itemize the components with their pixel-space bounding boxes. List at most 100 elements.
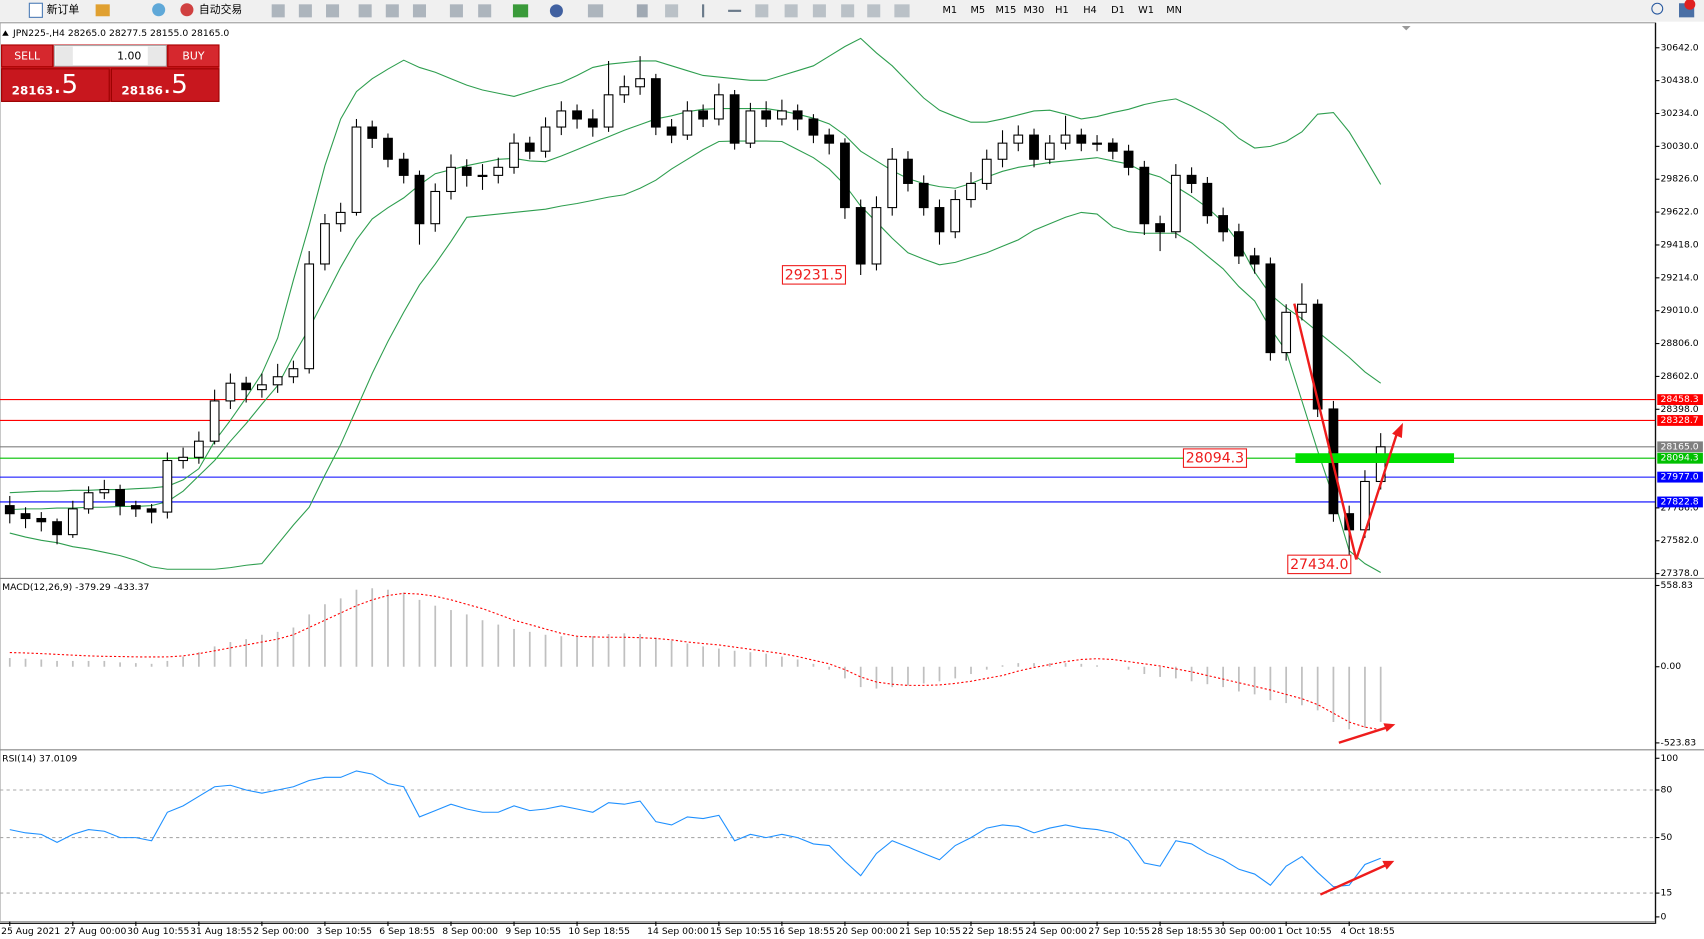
- icon[interactable]: [512, 4, 529, 18]
- lot-field[interactable]: [53, 44, 167, 67]
- y-tick-label: 28602.0: [1661, 371, 1699, 382]
- new-order[interactable]: 新订单: [47, 2, 80, 16]
- y-tick-label: 558.83: [1661, 580, 1693, 591]
- icon[interactable]: [841, 4, 855, 18]
- x-tick-label: 16 Sep 18:55: [773, 926, 835, 937]
- candle-body: [1186, 174, 1197, 184]
- icon[interactable]: [385, 4, 399, 18]
- buy-price-box[interactable]: [110, 68, 220, 102]
- icon[interactable]: [812, 4, 826, 18]
- candle-body: [430, 190, 441, 225]
- candle-body: [1029, 134, 1039, 160]
- y-tick-label: 15: [1661, 888, 1673, 899]
- buy-button[interactable]: [167, 44, 220, 68]
- y-tick-label: 27378.0: [1661, 568, 1699, 579]
- icon[interactable]: [271, 4, 285, 18]
- icon[interactable]: [449, 4, 463, 18]
- timeframe[interactable]: D1: [1111, 5, 1125, 16]
- timeframe[interactable]: M30: [1023, 5, 1044, 16]
- icon[interactable]: [784, 4, 798, 18]
- candle-body: [1312, 303, 1323, 410]
- sell-price-fraction[interactable]: .5: [53, 70, 78, 100]
- annotation: 28094.3: [1186, 451, 1244, 467]
- icon[interactable]: [326, 4, 340, 18]
- new-order-icon[interactable]: [28, 2, 43, 18]
- timeframe[interactable]: M5: [971, 5, 986, 16]
- x-tick-label: 2 Sep 00:00: [253, 926, 309, 937]
- sell-price[interactable]: 28163: [12, 84, 54, 98]
- timeframe[interactable]: M15: [995, 5, 1016, 16]
- candle-body: [193, 440, 204, 458]
- candle-body: [461, 166, 472, 176]
- icon[interactable]: [358, 4, 372, 18]
- icon[interactable]: [95, 4, 110, 17]
- buy-label[interactable]: BUY: [182, 49, 204, 62]
- icon[interactable]: [728, 9, 742, 12]
- candle-body: [540, 126, 551, 152]
- search-icon[interactable]: [1651, 2, 1664, 15]
- icon[interactable]: [894, 4, 910, 18]
- candle-body: [1123, 150, 1134, 168]
- candle-body: [903, 158, 913, 184]
- auto-trading-icon[interactable]: [180, 3, 194, 17]
- sell-label[interactable]: SELL: [14, 49, 40, 62]
- y-tick-label: 29214.0: [1661, 272, 1699, 283]
- timeframe[interactable]: H4: [1083, 5, 1097, 16]
- candle-body: [20, 513, 31, 520]
- icon[interactable]: [702, 4, 705, 18]
- icon[interactable]: [478, 4, 492, 18]
- candle-body: [887, 158, 898, 209]
- y-tick-label: 0: [1661, 911, 1667, 922]
- icon[interactable]: [549, 4, 563, 18]
- icon[interactable]: [755, 4, 769, 18]
- candle-body: [871, 207, 882, 265]
- icon[interactable]: [867, 4, 881, 18]
- candle-body: [1139, 166, 1150, 225]
- candle-body: [288, 368, 299, 378]
- icon[interactable]: [412, 4, 426, 18]
- buy-price-fraction[interactable]: .5: [163, 70, 188, 100]
- timeframe[interactable]: W1: [1138, 5, 1154, 16]
- auto-trading[interactable]: 自动交易: [199, 2, 242, 16]
- candle-body: [367, 126, 378, 139]
- y-tick-label: 27786.0: [1661, 502, 1699, 513]
- candle-body: [745, 110, 756, 144]
- lot-up[interactable]: [147, 46, 166, 66]
- y-tick-label: 80: [1661, 784, 1673, 795]
- candle-body: [304, 263, 315, 370]
- candle-body: [1233, 231, 1244, 257]
- icon[interactable]: [298, 4, 312, 18]
- level-box: [1657, 496, 1703, 508]
- timeframe[interactable]: MN: [1166, 5, 1182, 16]
- timeframe[interactable]: H1: [1055, 5, 1069, 16]
- level-label: 28458.3: [1661, 394, 1699, 405]
- icon[interactable]: [587, 4, 604, 18]
- y-tick-label: 29010.0: [1661, 305, 1699, 316]
- timeframe[interactable]: M1: [942, 5, 957, 16]
- y-tick-label: -523.83: [1661, 737, 1697, 748]
- candle-body: [713, 94, 724, 120]
- candle-body: [1297, 303, 1307, 313]
- y-tick-label: 29622.0: [1661, 207, 1699, 218]
- candle-body: [1044, 142, 1055, 160]
- candle-body: [1281, 311, 1292, 354]
- lot-down[interactable]: [55, 46, 73, 66]
- candle-body: [83, 492, 94, 510]
- icon[interactable]: [152, 3, 166, 17]
- icon[interactable]: [665, 4, 679, 18]
- candle-body: [4, 505, 15, 515]
- lot-value[interactable]: 1.00: [117, 49, 141, 62]
- x-tick-label: 3 Sep 10:55: [316, 926, 372, 937]
- x-tick-label: 14 Sep 00:00: [647, 926, 709, 937]
- icon[interactable]: [636, 4, 648, 18]
- y-tick-label: 100: [1661, 753, 1679, 764]
- x-tick-label: 21 Sep 10:55: [899, 926, 961, 937]
- sell-price-box[interactable]: [1, 68, 110, 102]
- sell-button[interactable]: [1, 44, 54, 68]
- candle-body: [650, 78, 661, 128]
- level-label: 28328.7: [1661, 415, 1699, 426]
- candle-body: [981, 158, 992, 184]
- candle-body: [761, 110, 772, 120]
- buy-price[interactable]: 28186: [121, 84, 163, 98]
- candle-body: [682, 110, 693, 136]
